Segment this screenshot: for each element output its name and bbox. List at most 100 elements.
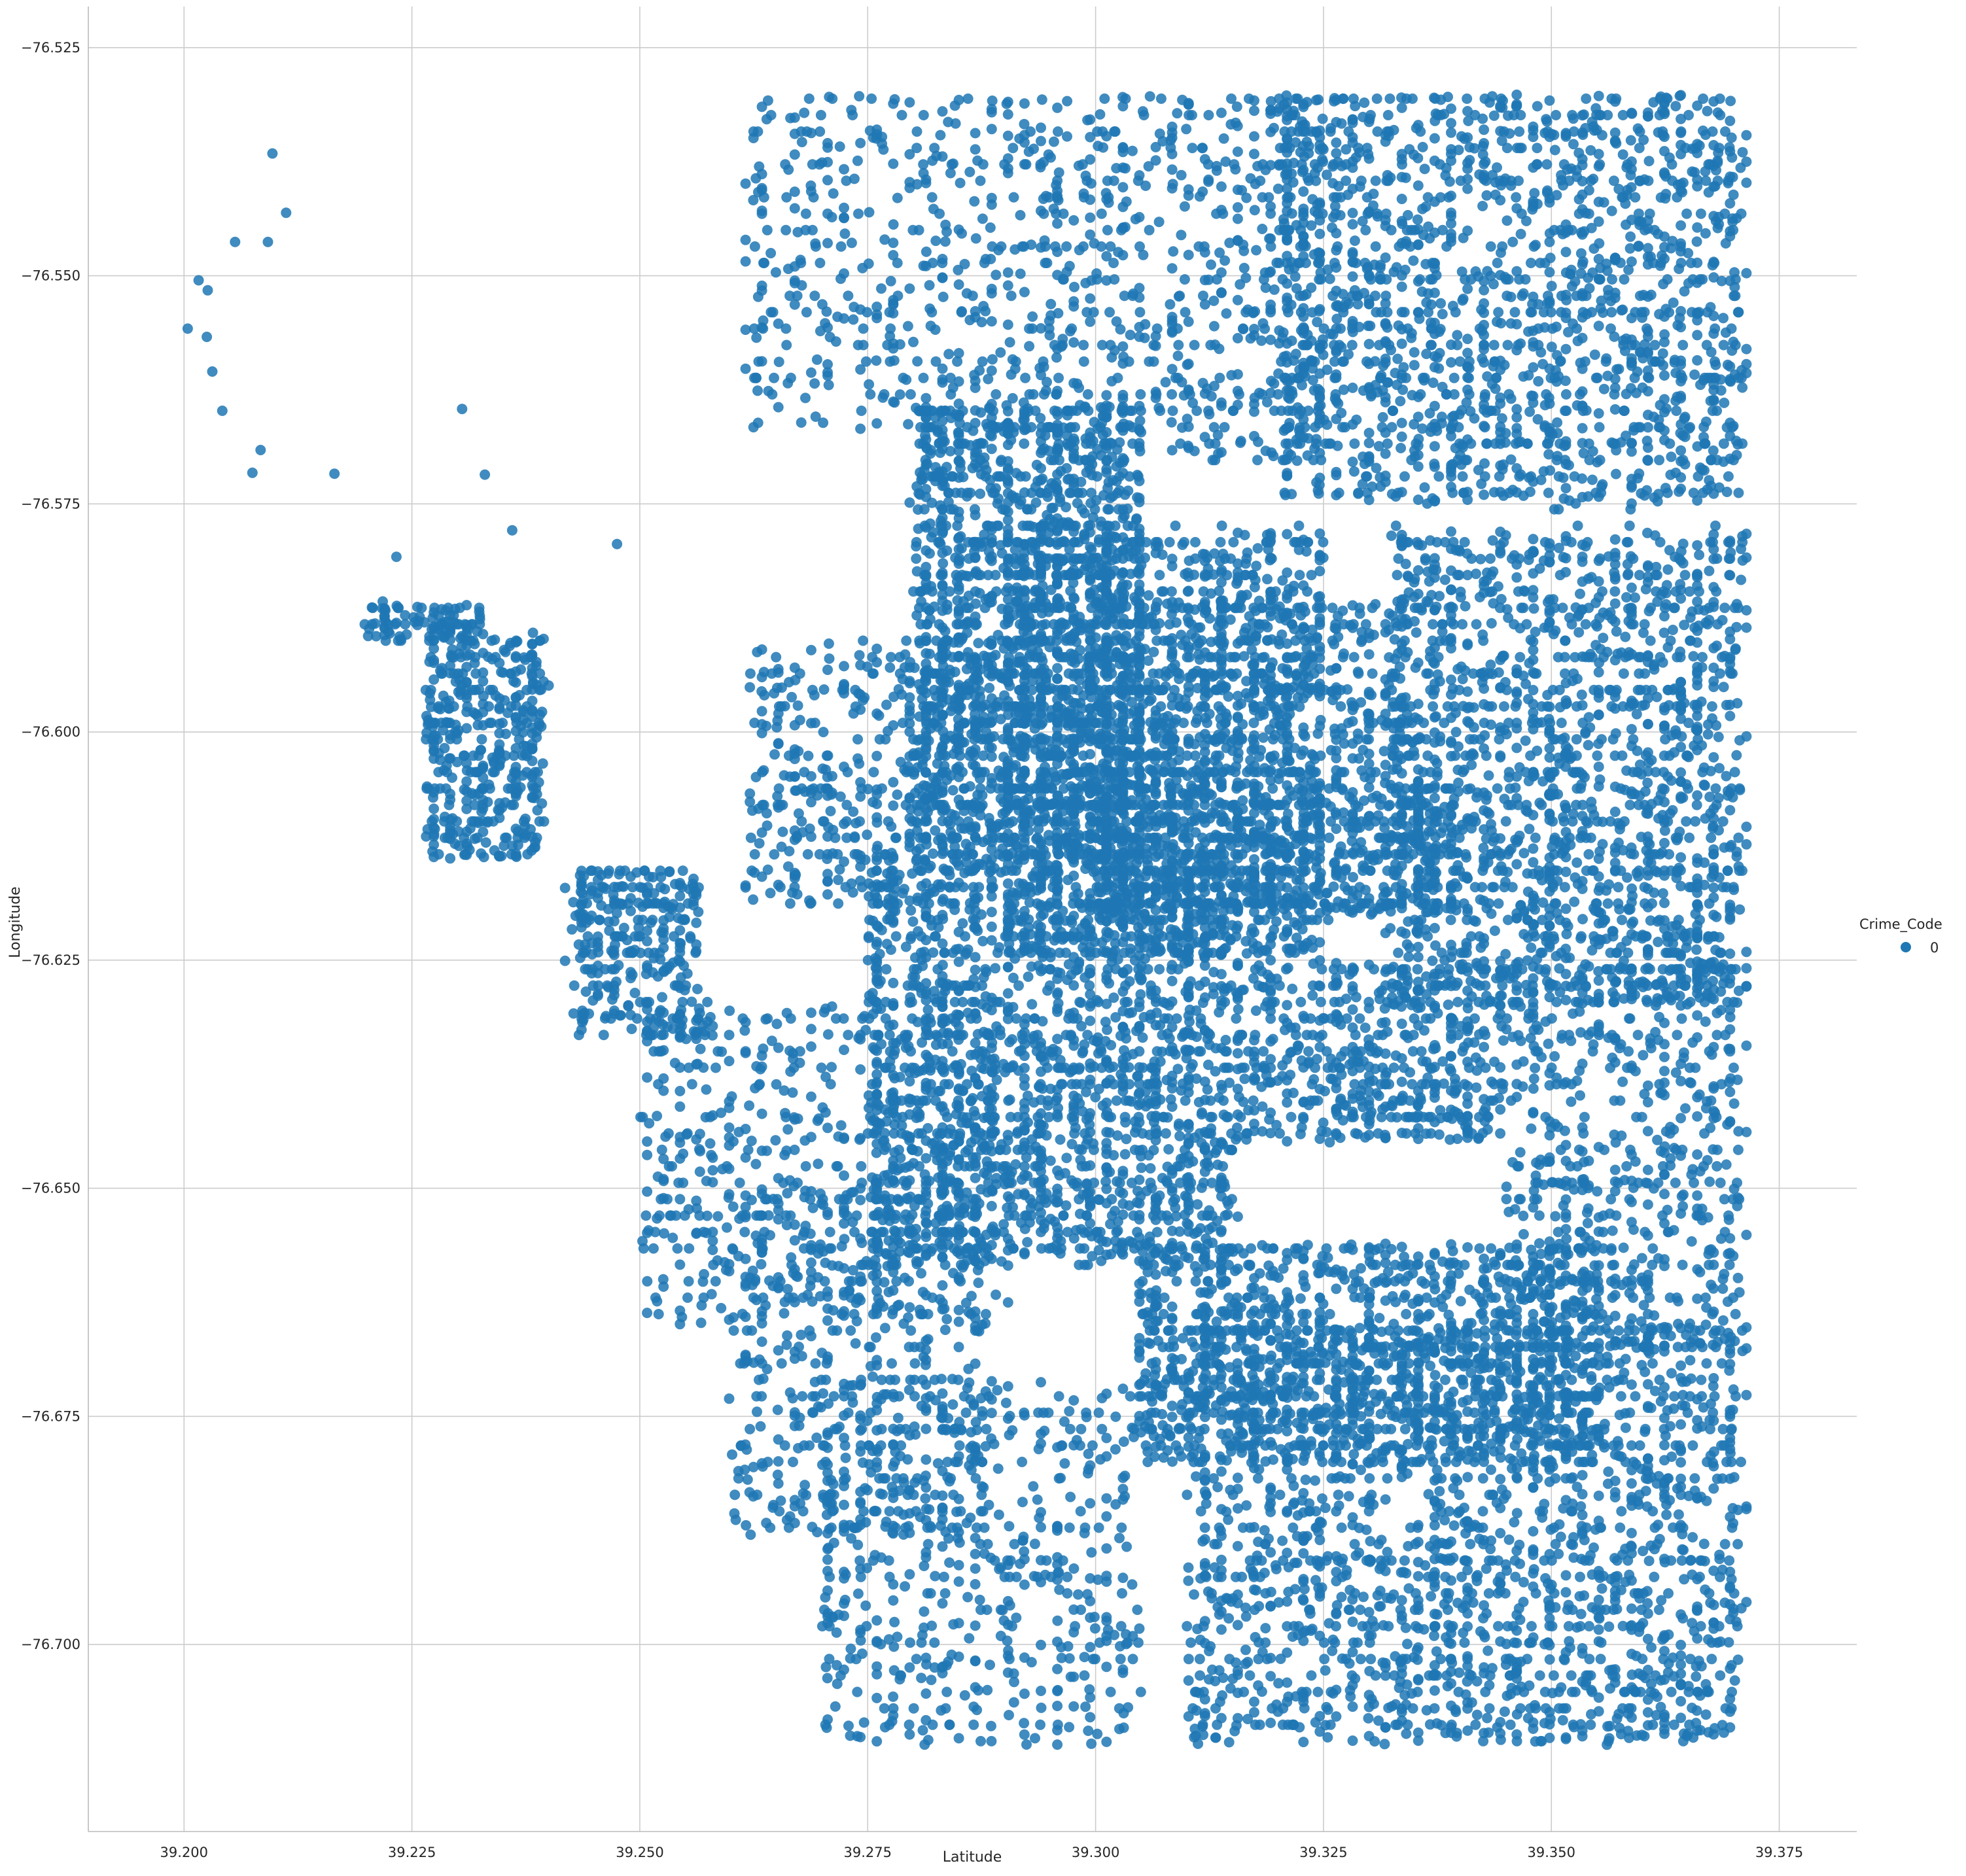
data-point: [796, 1330, 806, 1340]
data-point: [1136, 1687, 1146, 1697]
data-point: [913, 806, 924, 816]
data-point: [982, 1685, 992, 1695]
data-point: [894, 1300, 904, 1310]
data-point: [952, 521, 962, 531]
data-point: [815, 1189, 826, 1199]
data-point: [938, 1280, 948, 1291]
data-point: [772, 791, 782, 801]
data-point: [786, 1252, 796, 1262]
data-point: [785, 1066, 796, 1077]
data-point: [979, 1523, 990, 1533]
data-point: [769, 849, 779, 860]
data-point: [954, 279, 964, 290]
data-point: [930, 1571, 940, 1582]
data-point: [1003, 463, 1013, 474]
data-point: [1117, 1484, 1128, 1494]
data-point: [852, 1523, 862, 1533]
data-point: [905, 1325, 916, 1336]
data-point: [962, 664, 972, 674]
data-point: [675, 1194, 685, 1204]
data-point: [1132, 1605, 1142, 1615]
data-point: [908, 337, 919, 347]
data-point: [536, 684, 546, 695]
data-point: [855, 1414, 866, 1424]
data-point: [1002, 1635, 1013, 1646]
data-point: [741, 1520, 751, 1531]
data-point: [1004, 1572, 1015, 1582]
data-point: [769, 373, 779, 383]
data-point: [871, 852, 882, 862]
data-point: [790, 1421, 800, 1431]
data-point: [695, 1166, 705, 1177]
data-point: [733, 1251, 744, 1261]
data-point: [707, 1153, 718, 1163]
data-point: [754, 356, 764, 367]
data-point: [862, 307, 872, 317]
data-point: [855, 1195, 866, 1206]
data-point: [888, 237, 898, 248]
data-point: [921, 1355, 931, 1365]
data-point: [790, 869, 801, 880]
data-point: [970, 1549, 981, 1559]
data-point: [429, 630, 439, 640]
data-point: [581, 986, 591, 997]
data-point: [654, 1309, 664, 1319]
data-point: [750, 173, 761, 184]
data-point: [847, 1276, 857, 1287]
data-point: [672, 981, 682, 991]
data-point: [648, 1243, 659, 1254]
data-point: [742, 1325, 752, 1336]
data-point: [992, 521, 1002, 531]
data-point: [739, 1227, 750, 1238]
data-point: [1125, 1391, 1136, 1402]
data-point: [1034, 1444, 1044, 1454]
data-point: [512, 718, 522, 728]
data-point: [788, 1087, 798, 1098]
data-point: [944, 1720, 955, 1730]
data-point: [780, 1440, 790, 1451]
data-point: [810, 1377, 820, 1387]
data-point: [938, 547, 948, 558]
data-point: [854, 1555, 865, 1566]
data-point: [773, 1345, 784, 1355]
data-point: [1073, 537, 1083, 547]
data-point: [748, 1293, 759, 1303]
data-point: [1052, 1616, 1062, 1626]
data-point: [673, 1243, 683, 1254]
data-point: [938, 406, 948, 416]
data-point: [888, 1493, 898, 1503]
data-point: [818, 1388, 828, 1398]
data-point: [757, 281, 767, 291]
data-point: [1119, 419, 1129, 429]
data-point: [938, 364, 948, 374]
data-point: [823, 1398, 834, 1409]
data-point: [1044, 1408, 1054, 1418]
data-point: [758, 765, 769, 776]
data-point: [653, 971, 663, 982]
data-point: [822, 1554, 833, 1565]
data-point: [1019, 438, 1029, 449]
data-point: [446, 652, 457, 663]
data-point: [886, 276, 896, 287]
data-point: [910, 1358, 921, 1368]
data-point: [926, 307, 937, 317]
data-point: [724, 1096, 735, 1107]
data-point: [892, 790, 902, 800]
data-point: [790, 113, 800, 123]
data-point: [739, 1026, 750, 1036]
data-point: [919, 1561, 929, 1571]
data-point: [796, 816, 807, 827]
data-point: [852, 1687, 862, 1697]
data-point: [830, 1701, 841, 1712]
data-point: [796, 417, 807, 428]
data-point: [1036, 436, 1046, 447]
data-point: [724, 1132, 735, 1143]
data-point: [1005, 1411, 1015, 1421]
data-point: [816, 110, 826, 120]
data-point: [921, 178, 931, 188]
data-point: [1101, 1389, 1112, 1399]
data-point: [822, 1468, 833, 1478]
data-point: [890, 1447, 900, 1457]
data-point: [954, 795, 964, 805]
data-point: [1123, 485, 1133, 496]
